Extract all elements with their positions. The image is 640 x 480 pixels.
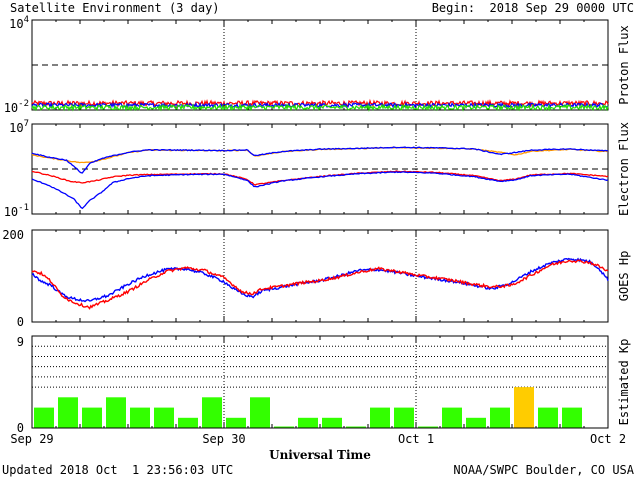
electron-flux-series-blue-3 <box>31 146 609 174</box>
kp-bar <box>154 407 174 428</box>
proton-ytick-top: 104 <box>9 15 29 31</box>
kp-bar <box>442 407 462 428</box>
kp-bar <box>34 407 54 428</box>
kp-bar <box>562 407 582 428</box>
updated-timestamp: Updated 2018 Oct 1 23:56:03 UTC <box>2 463 234 477</box>
kp-bar <box>514 387 534 428</box>
kp-bar <box>274 426 294 428</box>
panel-frame-1 <box>31 19 609 111</box>
x-tick-label: Sep 29 <box>10 432 53 446</box>
goes-hp-ylabel: GOES Hp <box>617 251 631 302</box>
proton-ytick-bottom: 10-2 <box>4 99 29 115</box>
kp-bar <box>226 417 246 428</box>
credit: NOAA/SWPC Boulder, CO USA <box>453 463 634 477</box>
proton-flux-series-green <box>31 102 609 112</box>
kp-bar <box>58 397 78 428</box>
panel-frame-3 <box>31 229 609 323</box>
panel-frame-2 <box>31 123 609 215</box>
electron-flux-series-blue-2 <box>31 171 609 210</box>
kp-ytick-top: 9 <box>17 335 24 349</box>
kp-bar <box>178 417 198 428</box>
kp-ytick-bottom: 0 <box>17 421 24 435</box>
x-tick-label: Oct 2 <box>590 432 626 446</box>
kp-bar <box>394 407 414 428</box>
kp-bar <box>490 407 510 428</box>
x-axis-title: Universal Time <box>269 448 371 462</box>
kp-bar <box>346 426 366 428</box>
kp-ylabel: Estimated Kp <box>617 339 631 426</box>
hp-ytick-top: 200 <box>2 228 24 242</box>
electron-flux-ylabel: Electron Flux <box>617 122 631 216</box>
kp-bar <box>370 407 390 428</box>
electron-ytick-top: 107 <box>9 119 29 135</box>
kp-bar <box>538 407 558 428</box>
proton-flux-series-blue <box>31 101 609 110</box>
x-tick-label: Sep 30 <box>202 432 245 446</box>
x-tick-label: Oct 1 <box>398 432 434 446</box>
kp-bar <box>298 417 318 428</box>
kp-bar <box>106 397 126 428</box>
chart-title: Satellite Environment (3 day) <box>10 1 220 15</box>
proton-flux-ylabel: Proton Flux <box>617 25 631 104</box>
kp-bar <box>322 417 342 428</box>
electron-ytick-bottom: 10-1 <box>4 203 29 219</box>
hp-ytick-bottom: 0 <box>17 315 24 329</box>
kp-bar <box>250 397 270 428</box>
goes-hp-series-red <box>31 259 609 310</box>
kp-bar <box>130 407 150 428</box>
electron-flux-series-red-1 <box>31 170 609 186</box>
kp-bar <box>418 426 438 428</box>
kp-bar <box>82 407 102 428</box>
kp-bar <box>466 417 486 428</box>
kp-bar <box>202 397 222 428</box>
begin-time: Begin: 2018 Sep 29 0000 UTC <box>431 1 634 15</box>
